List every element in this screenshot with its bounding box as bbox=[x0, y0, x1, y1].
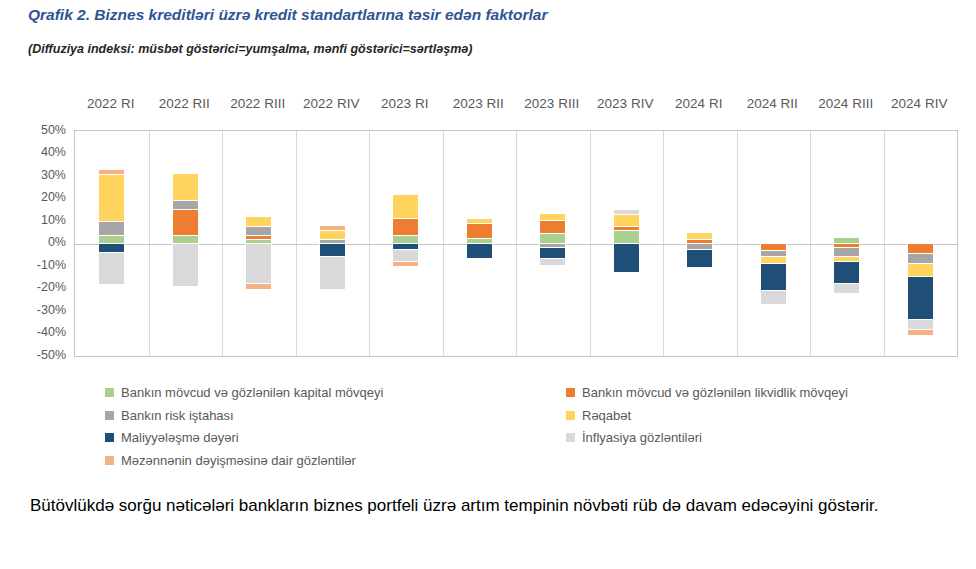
bar-segment bbox=[173, 235, 198, 244]
bar-segment bbox=[761, 264, 786, 291]
x-category-label: 2024 RIII bbox=[809, 96, 883, 112]
bar-segment bbox=[761, 291, 786, 305]
legend-marker-exchange-icon bbox=[105, 456, 114, 465]
bar-segment bbox=[173, 174, 198, 200]
bar-segment bbox=[99, 235, 124, 244]
bar-segment bbox=[687, 244, 712, 251]
legend-label: Bankın mövcud və gözlənilən kapital mövq… bbox=[121, 384, 383, 402]
legend-marker-competition-icon bbox=[566, 411, 575, 420]
legend-label: Maliyyələşmə dəyəri bbox=[121, 429, 239, 447]
bar-segment bbox=[614, 214, 639, 225]
bar-segment bbox=[99, 244, 124, 253]
x-category-label: 2023 RIII bbox=[515, 96, 589, 112]
bar-segment bbox=[540, 233, 565, 243]
bar-segment bbox=[99, 170, 124, 173]
y-tick-label: 50% bbox=[0, 123, 66, 138]
bar-segment bbox=[393, 195, 418, 218]
summary-text: Bütövlükdə sorğu nəticələri bankların bi… bbox=[30, 493, 946, 519]
legend-marker-inflation-icon bbox=[566, 433, 575, 442]
bar-segment bbox=[320, 244, 345, 258]
bar-segment bbox=[393, 218, 418, 235]
bar-segment bbox=[540, 220, 565, 234]
bar-segment bbox=[834, 262, 859, 285]
bar-segment bbox=[908, 330, 933, 335]
x-category-label: 2022 RII bbox=[148, 96, 222, 112]
legend-label: İnflyasiya gözləntiləri bbox=[582, 429, 702, 447]
bar-segment bbox=[540, 259, 565, 265]
bar-segment bbox=[246, 226, 271, 235]
bar-segment bbox=[614, 230, 639, 244]
bar-segment bbox=[908, 264, 933, 278]
bar-segment bbox=[320, 257, 345, 289]
bar-segment bbox=[320, 226, 345, 231]
y-tick-label: 20% bbox=[0, 190, 66, 205]
bar-segment bbox=[99, 174, 124, 221]
bar-segment bbox=[467, 244, 492, 259]
legend-marker-funding-icon bbox=[105, 433, 114, 442]
y-tick-label: 30% bbox=[0, 168, 66, 183]
y-tick-label: 10% bbox=[0, 213, 66, 228]
bar-segment bbox=[908, 244, 933, 254]
bar-segment bbox=[99, 253, 124, 285]
bar-segment bbox=[393, 235, 418, 244]
bar-segment bbox=[834, 248, 859, 257]
bar-segment bbox=[761, 244, 786, 252]
bar-segment bbox=[540, 214, 565, 220]
y-tick-label: -20% bbox=[0, 280, 66, 295]
bar-segment bbox=[99, 221, 124, 235]
legend-marker-capital-icon bbox=[105, 388, 114, 397]
y-tick-label: 40% bbox=[0, 145, 66, 160]
bar-segment bbox=[393, 250, 418, 261]
y-tick-label: -10% bbox=[0, 258, 66, 273]
y-tick-label: -50% bbox=[0, 348, 66, 363]
x-category-label: 2024 RII bbox=[736, 96, 810, 112]
legend-label: Məzənnənin dəyişməsinə dair gözləntilər bbox=[121, 452, 356, 470]
bar-segment bbox=[614, 244, 639, 272]
bar-segment bbox=[173, 244, 198, 287]
page: Qrafik 2. Biznes kreditləri üzrə kredit … bbox=[0, 0, 976, 569]
x-category-label: 2023 RII bbox=[442, 96, 516, 112]
x-category-label: 2023 RIV bbox=[589, 96, 663, 112]
bar-segment bbox=[246, 284, 271, 289]
plot-area bbox=[74, 130, 958, 357]
bar-segment bbox=[467, 223, 492, 238]
bar-segment bbox=[467, 219, 492, 224]
bar-segment bbox=[687, 250, 712, 267]
legend-marker-risk-icon bbox=[105, 411, 114, 420]
bar-segment bbox=[246, 235, 271, 240]
bar-segment bbox=[320, 230, 345, 239]
x-category-label: 2024 RIV bbox=[883, 96, 957, 112]
legend: Bankın mövcud və gözlənilən kapital mövq… bbox=[0, 380, 976, 475]
bar-segment bbox=[173, 209, 198, 235]
bar-segment bbox=[834, 284, 859, 293]
bar-segment bbox=[614, 210, 639, 215]
bar-segment bbox=[908, 254, 933, 264]
legend-label: Rəqabət bbox=[582, 407, 631, 425]
x-category-label: 2022 RIII bbox=[221, 96, 295, 112]
stacked-bar-chart: 2022 RI2022 RII2022 RIII2022 RIV2023 RI2… bbox=[0, 0, 976, 380]
zero-line bbox=[75, 244, 957, 245]
y-tick-label: -30% bbox=[0, 303, 66, 318]
bar-segment bbox=[393, 244, 418, 251]
bar-segment bbox=[687, 233, 712, 239]
x-category-label: 2022 RIV bbox=[295, 96, 369, 112]
y-tick-label: 0% bbox=[0, 235, 66, 250]
bar-segment bbox=[246, 217, 271, 226]
bar-segment bbox=[540, 248, 565, 259]
x-category-label: 2024 RI bbox=[662, 96, 736, 112]
bar-segment bbox=[246, 244, 271, 285]
y-tick-label: -40% bbox=[0, 325, 66, 340]
x-category-label: 2023 RI bbox=[368, 96, 442, 112]
bar-segment bbox=[908, 320, 933, 330]
x-category-label: 2022 RI bbox=[74, 96, 148, 112]
bar-segment bbox=[761, 257, 786, 264]
legend-label: Bankın risk iştahası bbox=[121, 407, 234, 425]
bar-segment bbox=[908, 277, 933, 320]
bar-segment bbox=[173, 200, 198, 209]
bar-segment bbox=[393, 262, 418, 267]
legend-marker-liquidity-icon bbox=[566, 388, 575, 397]
legend-label: Bankın mövcud və gözlənilən likvidlik mö… bbox=[582, 384, 848, 402]
bar-segment bbox=[614, 226, 639, 231]
